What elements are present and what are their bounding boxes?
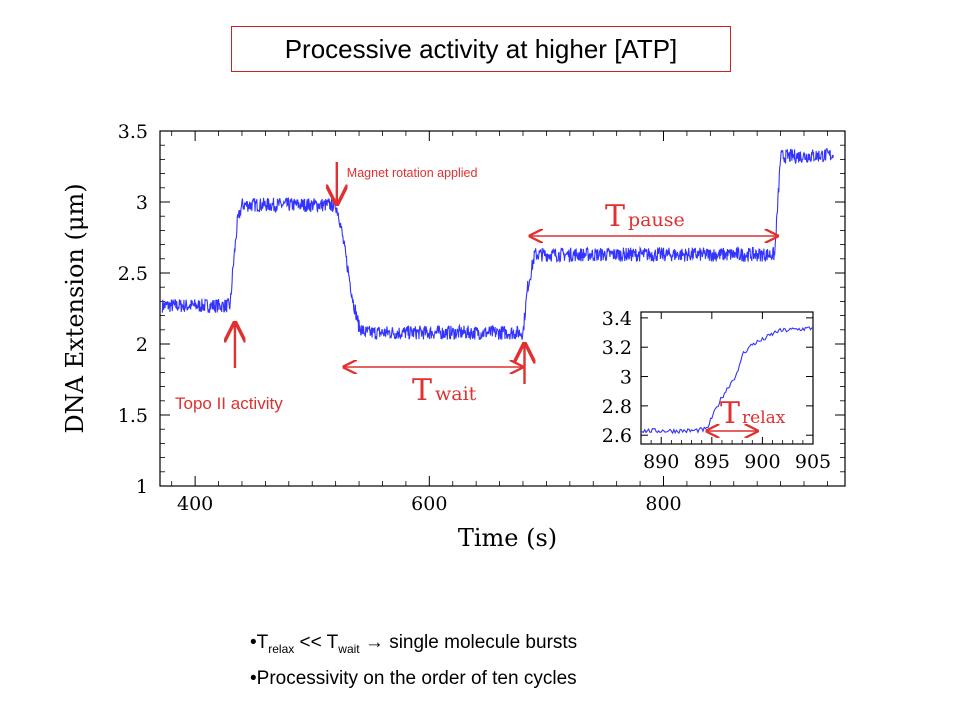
inset-trace [640,326,814,435]
y-tick-label: 3 [136,192,148,214]
y-tick-label: 2.5 [118,263,148,285]
main-annotations: Magnet rotation applied Topo II activity T… [175,162,777,413]
inset-frame [640,311,814,445]
plot-frame [159,130,846,487]
y-tick-label: 2 [136,334,148,356]
x-tick-label: 400 [177,493,213,515]
inset-x-tick-label: 890 [643,451,679,473]
inset-y-tick-label: 2.8 [602,396,632,418]
y-tick-label: 1.5 [118,405,148,427]
y-tick-label: 3.5 [118,121,148,143]
inset-x-tick-label: 895 [694,451,730,473]
bullet-item-2: •Processivity on the order of ten cycles [250,667,577,689]
y-axis-label: DNA Extension (μm) [61,183,89,433]
y-tick-label: 1 [136,476,148,498]
bullet-item-1: •Trelax << Twait → single molecule burst… [250,632,578,656]
x-tick-label: 800 [645,493,681,515]
inset-y-tick-label: 3.4 [602,308,632,330]
slide-title: Processive activity at higher [ATP] [231,26,731,72]
inset-y-tick-label: 3 [620,367,632,389]
magnet-rotation-label: Magnet rotation applied [347,166,478,180]
main-trace [161,148,834,341]
x-tick-label: 600 [411,493,447,515]
topo-activity-label: Topo II activity [175,394,283,413]
bullet-list: •Trelax << Twait → single molecule burst… [250,628,577,694]
inset-y-tick-label: 2.6 [602,425,632,447]
inset-x-tick-label: 905 [795,451,831,473]
inset-plot: 2.6 2.8 3 3.2 3.4 890 895 900 905 T relax [602,308,831,473]
main-plot: 1 1.5 2 2.5 3 3.5 400 600 800 Time (s) DNA Extensi… [61,121,846,552]
inset-y-tick-label: 3.2 [602,337,632,359]
inset-x-tick-label: 900 [744,451,780,473]
x-axis-label: Time (s) [458,524,557,552]
